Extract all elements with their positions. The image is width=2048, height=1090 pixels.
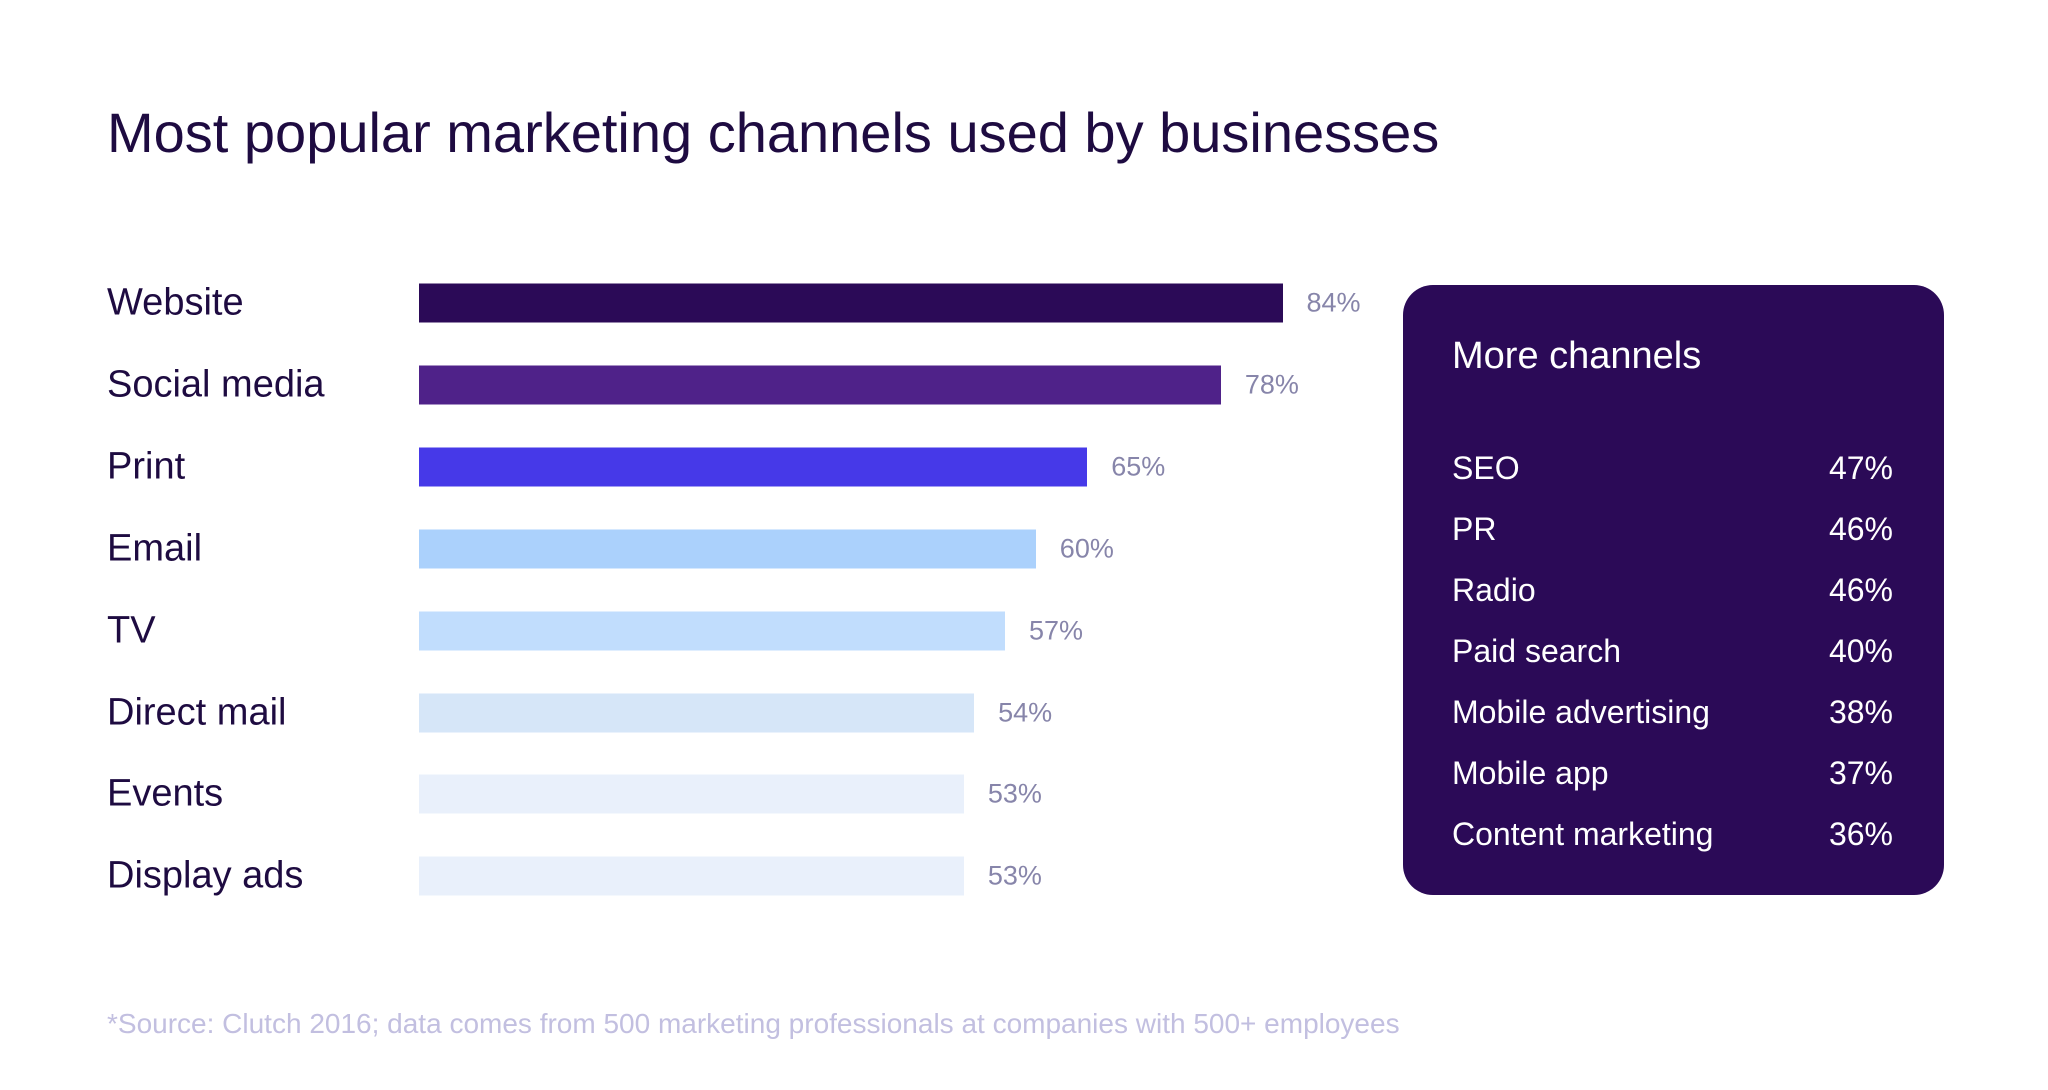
category-label: Website (107, 281, 244, 324)
category-label: Email (107, 527, 203, 570)
channel-value: 46% (1828, 572, 1893, 608)
channel-name: Mobile advertising (1452, 694, 1710, 730)
channel-name: Paid search (1452, 633, 1621, 669)
channel-value: 47% (1828, 450, 1893, 486)
data-label: 54% (998, 697, 1053, 727)
data-label: 53% (987, 778, 1042, 809)
channel-name: SEO (1452, 450, 1520, 486)
channel-name: Radio (1452, 572, 1536, 608)
channel-name: Mobile app (1452, 755, 1609, 791)
data-label: 84% (1306, 287, 1361, 318)
data-label: 57% (1028, 615, 1083, 646)
data-label: 60% (1059, 533, 1114, 564)
category-label: TV (107, 609, 156, 652)
channel-value: 40% (1828, 633, 1893, 669)
bar (419, 447, 1088, 487)
bar (419, 856, 964, 896)
bar (419, 365, 1221, 405)
channel-value: 46% (1828, 511, 1893, 547)
source-footnote: *Source: Clutch 2016; data comes from 50… (107, 1008, 1400, 1039)
data-label: 53% (987, 860, 1042, 891)
category-label: Direct mail (107, 691, 287, 733)
bar (419, 529, 1036, 569)
channel-value: 38% (1828, 694, 1893, 730)
bar (419, 611, 1005, 651)
channel-value: 36% (1828, 816, 1893, 852)
channel-name: PR (1452, 511, 1497, 547)
category-label: Print (107, 445, 186, 488)
channel-name: Content marketing (1452, 816, 1714, 852)
category-label: Display ads (107, 854, 304, 897)
channel-value: 37% (1828, 755, 1893, 791)
data-label: 78% (1244, 369, 1299, 400)
category-label: Events (107, 772, 224, 815)
category-label: Social media (107, 363, 325, 406)
chart-title: Most popular marketing channels used by … (107, 101, 1440, 164)
data-label: 65% (1111, 451, 1166, 482)
panel-title: More channels (1452, 335, 1702, 377)
more-channels-panel: More channels SEO 47% PR 46% Radio 46% Paid se… (1403, 285, 1944, 895)
bar (419, 774, 964, 814)
bar-chart: Website 84% Social media 78% Print 65% Email 60… (107, 281, 1361, 897)
bar (419, 693, 975, 732)
bar (419, 283, 1283, 323)
